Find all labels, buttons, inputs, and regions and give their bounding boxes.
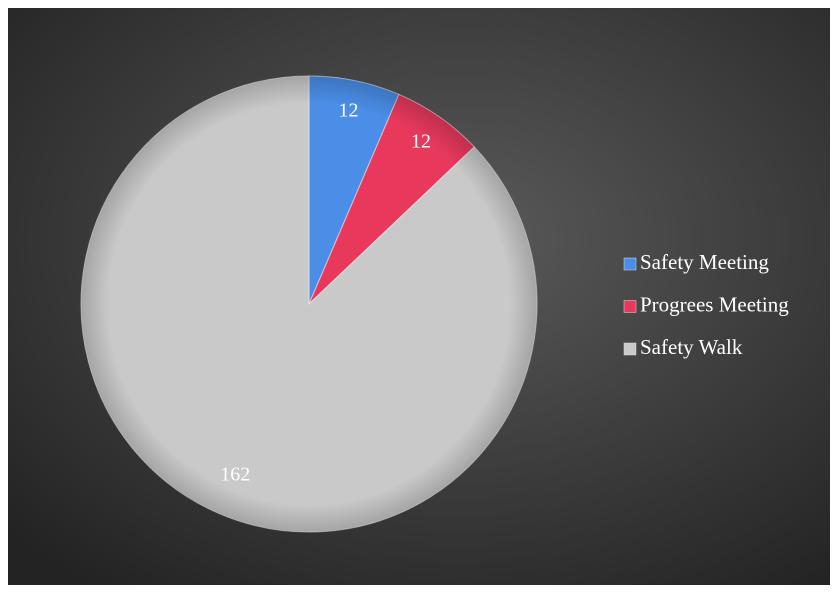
legend-swatch <box>623 300 637 313</box>
legend-swatch <box>623 342 637 356</box>
data-label: 12 <box>411 131 431 153</box>
data-label: 12 <box>338 100 358 122</box>
pie <box>80 75 538 533</box>
data-labels: 12 12 162 <box>220 100 431 486</box>
data-label: 162 <box>220 463 250 485</box>
legend: Safety Meeting Progrees Meeting Safety Wal… <box>623 250 789 359</box>
legend-label: Safety Meeting <box>640 250 769 274</box>
legend-label: Progrees Meeting <box>640 292 789 316</box>
legend-swatch <box>623 257 637 271</box>
legend-label: Safety Walk <box>640 335 743 359</box>
